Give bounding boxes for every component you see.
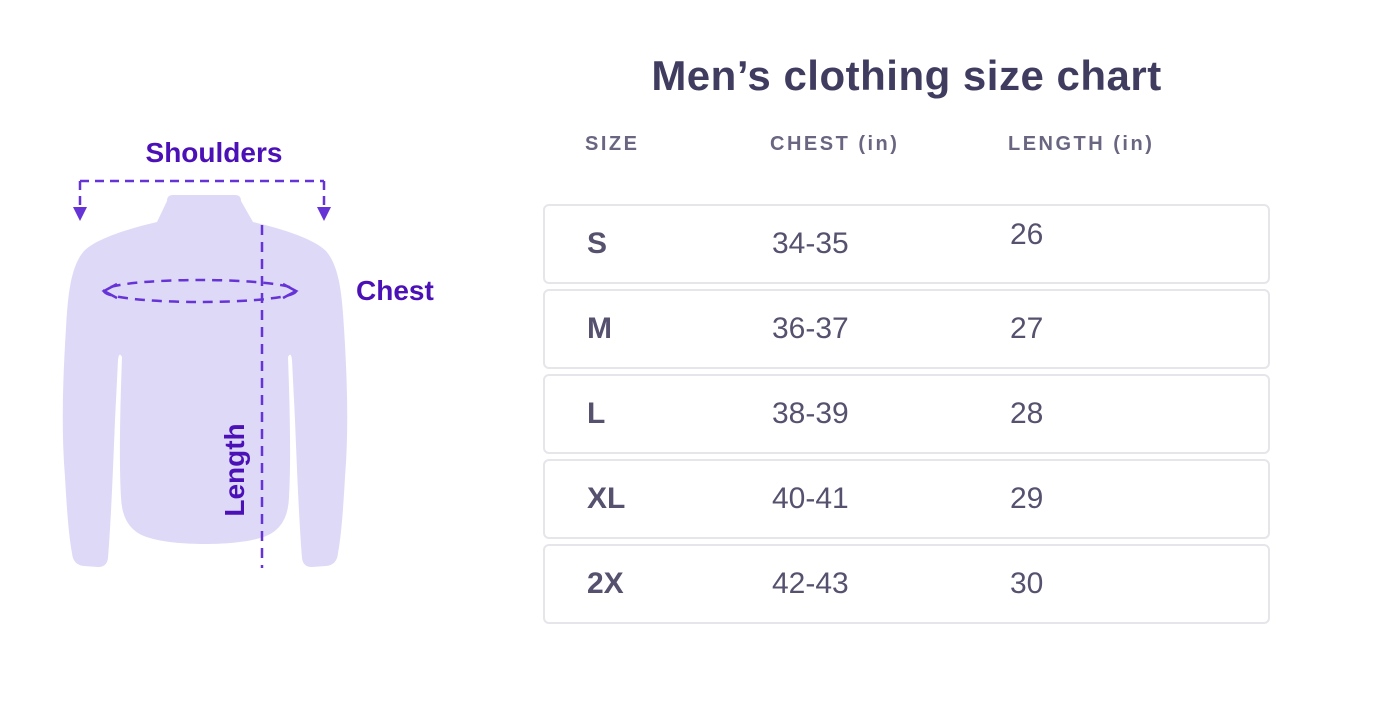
chest-label: Chest — [356, 275, 434, 306]
column-header-chest: CHEST (in) — [770, 133, 900, 155]
arrow-down-icon — [317, 207, 331, 221]
shoulders-measure-line — [73, 179, 331, 221]
length-label: Length — [219, 423, 250, 517]
chest-cell: 40-41 — [772, 482, 849, 515]
size-cell: M — [587, 312, 612, 345]
length-cell: 29 — [1010, 482, 1044, 515]
size-cell: S — [587, 227, 608, 260]
table-row: S 34-35 26 — [543, 204, 1270, 284]
chest-cell: 38-39 — [772, 397, 849, 430]
size-cell: 2X — [587, 567, 624, 600]
table-header-row: SIZE CHEST (in) LENGTH (in) — [543, 133, 1270, 156]
length-cell: 28 — [1010, 397, 1044, 430]
shoulders-label: Shoulders — [145, 137, 283, 168]
size-cell: L — [587, 397, 606, 430]
shirt-illustration — [62, 179, 348, 568]
length-cell: 30 — [1010, 567, 1044, 600]
chest-measure-ellipse — [101, 278, 299, 304]
size-chart-panel: Men’s clothing size chart SIZE CHEST (in… — [543, 0, 1270, 703]
length-cell: 26 — [1010, 218, 1044, 251]
table-row: XL 40-41 29 — [543, 459, 1270, 539]
table-row: M 36-37 27 — [543, 289, 1270, 369]
table-row: L 38-39 28 — [543, 374, 1270, 454]
size-table: S 34-35 26 M 36-37 27 L 38-39 28 XL 40-41 29 2X 42-43… — [543, 204, 1270, 629]
column-header-length: LENGTH (in) — [1008, 133, 1155, 155]
length-cell: 27 — [1010, 312, 1044, 345]
chest-cell: 36-37 — [772, 312, 849, 345]
column-header-size: SIZE — [585, 133, 640, 155]
arrow-down-icon — [73, 207, 87, 221]
page-title: Men’s clothing size chart — [651, 52, 1162, 99]
arrow-left-icon — [101, 282, 118, 300]
chest-cell: 34-35 — [772, 227, 849, 260]
arrow-right-icon — [282, 282, 299, 300]
shirt-measurement-diagram: Shoulders Chest Length — [20, 125, 440, 595]
table-row: 2X 42-43 30 — [543, 544, 1270, 624]
size-cell: XL — [587, 482, 626, 515]
shirt-silhouette — [62, 195, 348, 567]
chest-cell: 42-43 — [772, 567, 849, 600]
